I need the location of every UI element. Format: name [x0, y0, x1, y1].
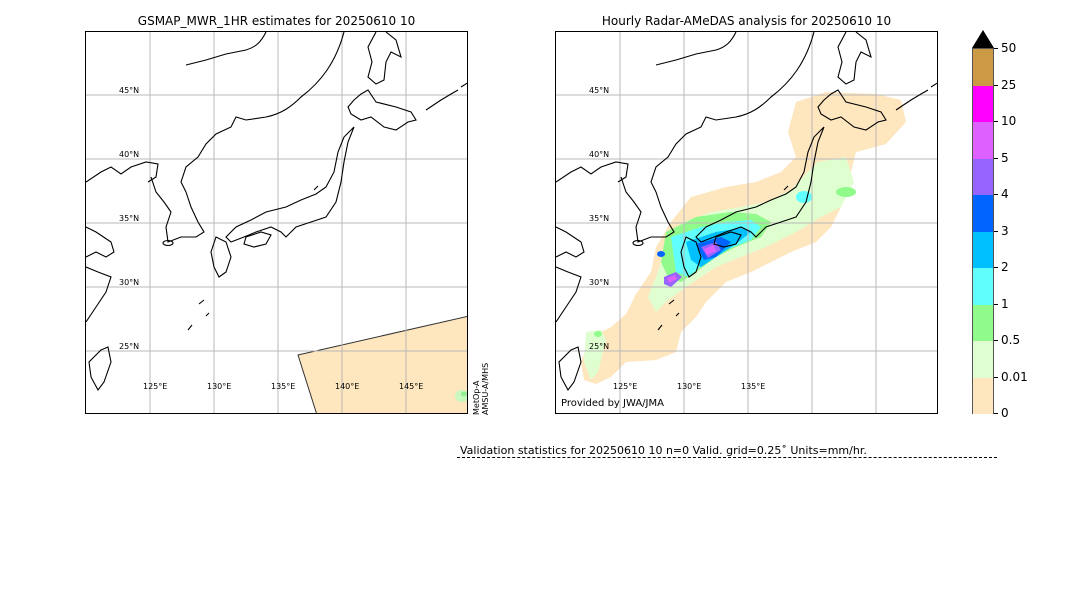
- colorbar-tick: [994, 231, 998, 232]
- lon-label-145e: 145°E: [399, 382, 424, 391]
- lat-label-30n: 30°N: [589, 278, 610, 287]
- gridlines: [86, 32, 467, 413]
- colorbar-label-0: 0: [1001, 406, 1009, 420]
- lon-label-130e: 130°E: [677, 382, 702, 391]
- colorbar-seg-0-0.01: [973, 378, 993, 414]
- colorbar-seg-25-50: [973, 49, 993, 86]
- validation-divider: [457, 457, 997, 458]
- colorbar-extend-arrow: [972, 30, 994, 48]
- lat-label-40n: 40°N: [119, 150, 140, 159]
- lat-label-45n: 45°N: [119, 86, 140, 95]
- satellite-sensor-label: MetOp-A AMSU-A/MHS: [472, 363, 490, 415]
- lat-label-30n: 30°N: [119, 278, 140, 287]
- colorbar-tick: [994, 304, 998, 305]
- lon-label-135e: 135°E: [741, 382, 766, 391]
- colorbar-tick: [994, 340, 998, 341]
- lon-label-135e: 135°E: [271, 382, 296, 391]
- colorbar-tick: [994, 194, 998, 195]
- right-map-title: Hourly Radar-AMeDAS analysis for 2025061…: [601, 14, 892, 28]
- colorbar-seg-5-10: [973, 122, 993, 159]
- lat-label-35n: 35°N: [119, 214, 140, 223]
- left-map-panel: 45°N 40°N 35°N 30°N 25°N 125°E 130°E 135…: [85, 31, 468, 414]
- coastlines: [556, 32, 937, 392]
- colorbar-tick: [994, 413, 998, 414]
- left-map-canvas: [86, 32, 467, 413]
- colorbar-tick: [994, 85, 998, 86]
- lat-label-45n: 45°N: [589, 86, 610, 95]
- satellite-swath: [297, 315, 467, 413]
- colorbar-seg-3-4: [973, 195, 993, 232]
- left-map-title: GSMAP_MWR_1HR estimates for 20250610 10: [137, 14, 416, 28]
- right-map-canvas: [556, 32, 937, 413]
- colorbar-tick: [994, 121, 998, 122]
- sensor-name: AMSU-A/MHS: [481, 362, 490, 415]
- lat-label-25n: 25°N: [589, 342, 610, 351]
- colorbar-label-1: 1: [1001, 297, 1009, 311]
- lat-label-25n: 25°N: [119, 342, 140, 351]
- colorbar-label-50: 50: [1001, 41, 1017, 55]
- right-map-panel: 45°N 40°N 35°N 30°N 25°N 125°E 130°E 135…: [555, 31, 938, 414]
- colorbar-label-2: 2: [1001, 260, 1009, 274]
- colorbar-tick: [994, 48, 998, 49]
- colorbar-tick: [994, 377, 998, 378]
- lon-label-125e: 125°E: [143, 382, 168, 391]
- data-provider-credit: Provided by JWA/JMA: [561, 398, 664, 409]
- colorbar-label-0.5: 0.5: [1001, 333, 1021, 347]
- colorbar-tick: [994, 267, 998, 268]
- colorbar-seg-4-5: [973, 159, 993, 195]
- colorbar-seg-0.01-0.5: [973, 341, 993, 378]
- satellite-name: MetOp-A: [472, 380, 481, 415]
- colorbar-tick: [994, 158, 998, 159]
- colorbar-label-25: 25: [1001, 78, 1017, 92]
- colorbar-seg-0.5-1: [973, 305, 993, 341]
- gridlines: [556, 32, 937, 413]
- colorbar-label-0.01: 0.01: [1001, 370, 1028, 384]
- lat-label-35n: 35°N: [589, 214, 610, 223]
- colorbar-seg-1-2: [973, 268, 993, 305]
- lon-label-130e: 130°E: [207, 382, 232, 391]
- lat-label-40n: 40°N: [589, 150, 610, 159]
- colorbar-label-4: 4: [1001, 187, 1009, 201]
- lon-label-140e: 140°E: [335, 382, 360, 391]
- colorbar-seg-2-3: [973, 232, 993, 268]
- colorbar-label-10: 10: [1001, 114, 1017, 128]
- colorbar-label-5: 5: [1001, 151, 1009, 165]
- validation-statistics: Validation statistics for 20250610 10 n=…: [460, 444, 867, 457]
- colorbar-label-3: 3: [1001, 224, 1009, 238]
- colorbar: [972, 48, 994, 414]
- coastlines: [86, 32, 467, 392]
- lon-label-125e: 125°E: [613, 382, 638, 391]
- colorbar-seg-10-25: [973, 86, 993, 122]
